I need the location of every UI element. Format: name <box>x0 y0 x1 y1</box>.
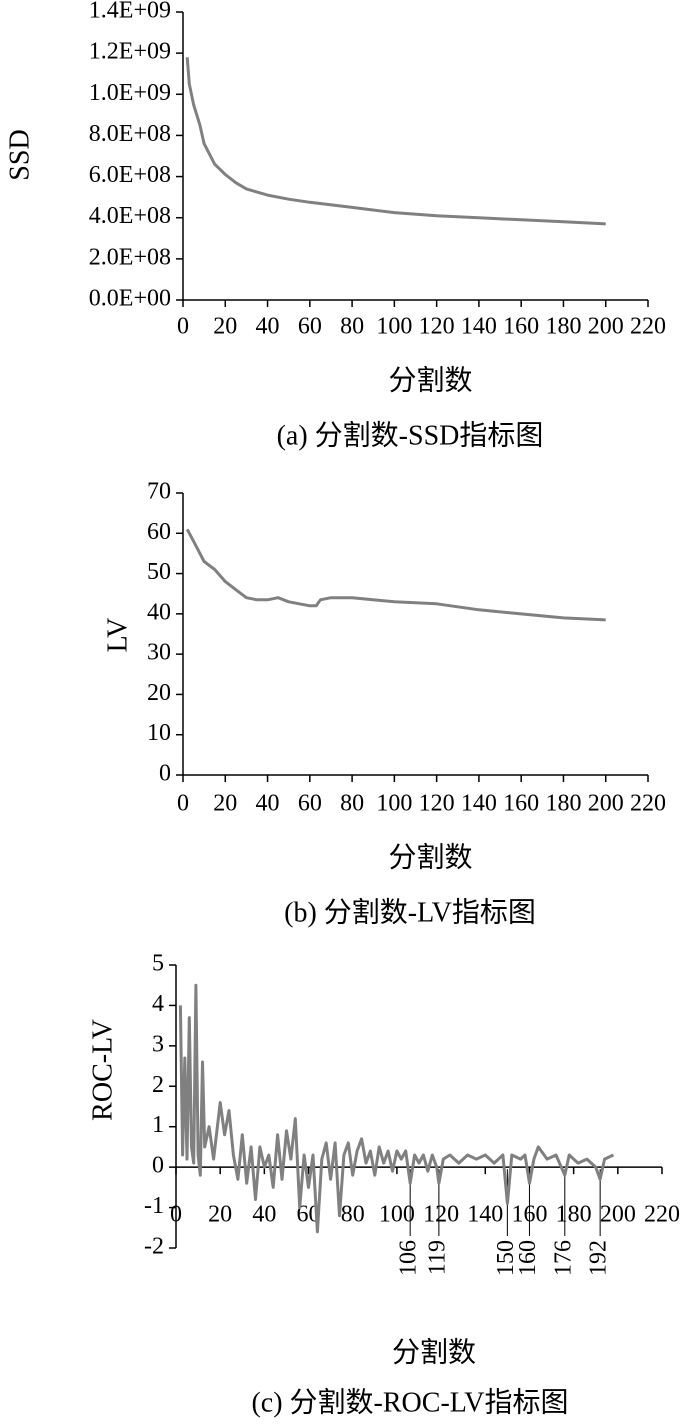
y-tick-label: 40 <box>147 599 171 625</box>
x-tick-label: 0 <box>177 791 189 817</box>
y-tick-label: 4.0E+08 <box>89 203 171 229</box>
y-tick-label: 50 <box>147 559 171 585</box>
x-tick-label: 140 <box>461 791 497 817</box>
x-tick-label: 120 <box>419 791 455 817</box>
x-tick-label: 60 <box>298 314 322 340</box>
x-tick-label: 0 <box>177 314 189 340</box>
x-axis-label: 分割数 <box>388 364 472 396</box>
y-tick-label: 70 <box>147 479 171 505</box>
y-tick-label: -2 <box>144 1234 164 1260</box>
x-tick-label: 180 <box>556 1202 592 1228</box>
y-tick-label: 10 <box>147 720 171 746</box>
y-tick-label: -1 <box>144 1193 164 1219</box>
x-tick-label: 0 <box>170 1202 182 1228</box>
y-tick-label: 1 <box>152 1112 164 1138</box>
x-tick-label: 180 <box>545 791 581 817</box>
y-axis-label: ROC-LV <box>87 1019 118 1121</box>
y-tick-label: 0 <box>152 1153 164 1179</box>
x-tick-label: 120 <box>419 314 455 340</box>
y-tick-label: 1.2E+09 <box>89 39 171 65</box>
y-tick-label: 60 <box>147 519 171 545</box>
annotation: 106 <box>396 1240 422 1276</box>
annotation: 192 <box>586 1240 612 1276</box>
x-tick-label: 200 <box>600 1202 636 1228</box>
x-tick-label: 220 <box>630 791 666 817</box>
x-tick-label: 80 <box>341 1202 365 1228</box>
x-tick-label: 140 <box>461 314 497 340</box>
x-axis-label: 分割数 <box>392 1336 476 1368</box>
annotation: 150 <box>493 1240 519 1276</box>
y-tick-label: 1.4E+09 <box>89 0 171 24</box>
y-tick-label: 30 <box>147 640 171 666</box>
x-tick-label: 20 <box>213 314 237 340</box>
y-axis-label: SSD <box>4 129 35 180</box>
annotation: 160 <box>515 1240 541 1276</box>
y-tick-label: 20 <box>147 680 171 706</box>
x-tick-label: 40 <box>252 1202 276 1228</box>
x-tick-label: 40 <box>256 791 280 817</box>
caption: (b) 分割数-LV指标图 <box>284 896 536 928</box>
y-tick-label: 0.0E+00 <box>89 286 171 312</box>
caption: (a) 分割数-SSD指标图 <box>277 419 544 451</box>
x-tick-label: 80 <box>340 791 364 817</box>
x-tick-label: 200 <box>588 314 624 340</box>
x-tick-label: 80 <box>340 314 364 340</box>
annotation: 119 <box>424 1240 450 1275</box>
x-tick-label: 60 <box>298 791 322 817</box>
y-tick-label: 2 <box>152 1072 164 1098</box>
x-tick-label: 20 <box>208 1202 232 1228</box>
x-tick-label: 220 <box>644 1202 680 1228</box>
x-tick-label: 120 <box>423 1202 459 1228</box>
y-tick-label: 6.0E+08 <box>89 162 171 188</box>
y-tick-label: 8.0E+08 <box>89 121 171 147</box>
x-tick-label: 100 <box>376 314 412 340</box>
y-tick-label: 3 <box>152 1031 164 1057</box>
data-line <box>185 57 606 226</box>
y-axis-label: LV <box>102 618 133 653</box>
data-line <box>185 528 606 622</box>
y-tick-label: 1.0E+09 <box>89 80 171 106</box>
x-tick-label: 100 <box>379 1202 415 1228</box>
x-tick-label: 140 <box>467 1202 503 1228</box>
annotation: 176 <box>550 1240 576 1276</box>
x-tick-label: 220 <box>630 314 666 340</box>
x-tick-label: 20 <box>213 791 237 817</box>
x-tick-label: 160 <box>503 314 539 340</box>
data-line <box>178 983 615 1234</box>
y-tick-label: 2.0E+08 <box>89 244 171 270</box>
x-tick-label: 200 <box>588 791 624 817</box>
x-tick-label: 160 <box>503 791 539 817</box>
x-axis-label: 分割数 <box>388 841 472 873</box>
x-tick-label: 40 <box>256 314 280 340</box>
y-tick-label: 5 <box>152 951 164 977</box>
x-tick-label: 180 <box>545 314 581 340</box>
x-tick-label: 100 <box>376 791 412 817</box>
y-tick-label: 0 <box>159 761 171 787</box>
y-tick-label: 4 <box>152 991 164 1017</box>
caption: (c) 分割数-ROC-LV指标图 <box>251 1386 568 1418</box>
